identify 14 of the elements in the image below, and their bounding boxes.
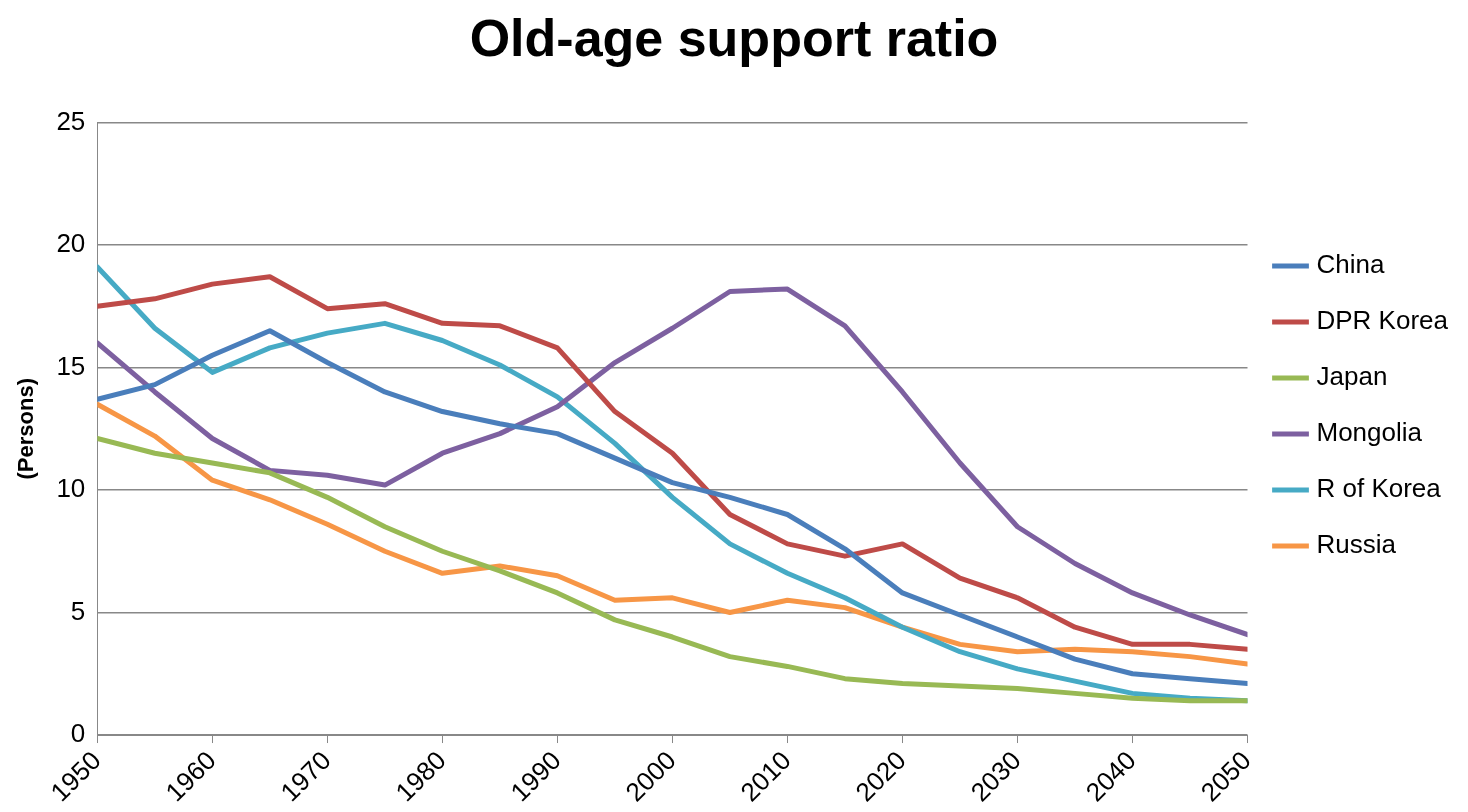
y-axis-title: (Persons): [13, 377, 39, 480]
y-tick-label: 10: [56, 473, 86, 504]
y-tick-label: 25: [56, 105, 86, 136]
y-tick-label: 15: [56, 350, 86, 381]
legend-label: Japan: [1316, 361, 1388, 392]
legend-label: DPR Korea: [1316, 305, 1449, 336]
y-tick-label: 5: [70, 595, 86, 626]
y-tick-label: 0: [70, 718, 86, 749]
legend-label: R of Korea: [1316, 473, 1442, 504]
legend-label: China: [1316, 249, 1385, 280]
legend-label: Russia: [1316, 529, 1397, 560]
y-tick-label: 20: [56, 228, 86, 259]
chart-title: Old-age support ratio: [469, 8, 999, 67]
legend-label: Mongolia: [1316, 417, 1423, 448]
